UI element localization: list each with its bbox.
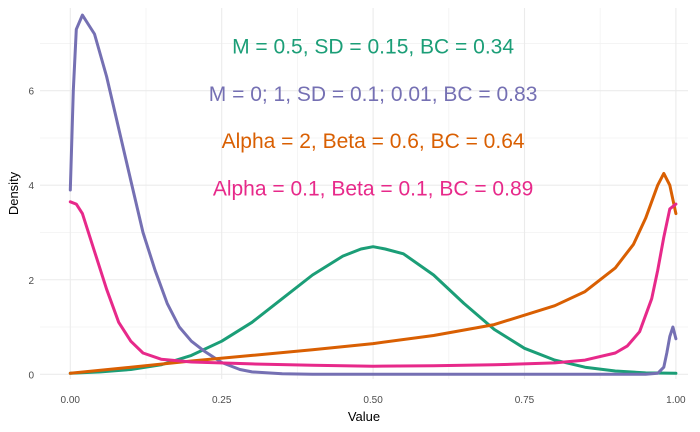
x-tick-label: 0.00 — [61, 395, 81, 406]
x-tick-label: 0.50 — [363, 395, 383, 406]
series-line-4 — [68, 200, 678, 368]
annotation-4: Alpha = 0.1, Beta = 0.1, BC = 0.89 — [213, 178, 533, 201]
series-line-3 — [68, 171, 678, 375]
x-axis-title: Value — [348, 409, 380, 424]
x-tick-label: 0.75 — [515, 395, 535, 406]
series-lines — [68, 13, 678, 376]
annotation-1: M = 0.5, SD = 0.15, BC = 0.34 — [232, 36, 514, 59]
y-tick-label: 6 — [28, 87, 34, 98]
minor-gridlines — [40, 8, 688, 379]
x-tick-labels: 0.00 0.25 0.50 0.75 1.00 — [61, 395, 687, 406]
y-tick-label: 0 — [28, 370, 34, 381]
y-tick-label: 4 — [28, 181, 34, 192]
x-tick-label: 1.00 — [666, 395, 686, 406]
y-axis-title: Density — [6, 171, 21, 215]
annotation-3: Alpha = 2, Beta = 0.6, BC = 0.64 — [222, 130, 525, 153]
y-tick-labels: 0 2 4 6 — [28, 87, 34, 382]
annotation-2: M = 0; 1, SD = 0.1; 0.01, BC = 0.83 — [209, 83, 538, 106]
series-line-2 — [68, 13, 678, 376]
x-tick-label: 0.25 — [212, 395, 232, 406]
annotations: M = 0.5, SD = 0.15, BC = 0.34 M = 0; 1, S… — [209, 36, 538, 201]
y-tick-label: 2 — [28, 276, 34, 287]
